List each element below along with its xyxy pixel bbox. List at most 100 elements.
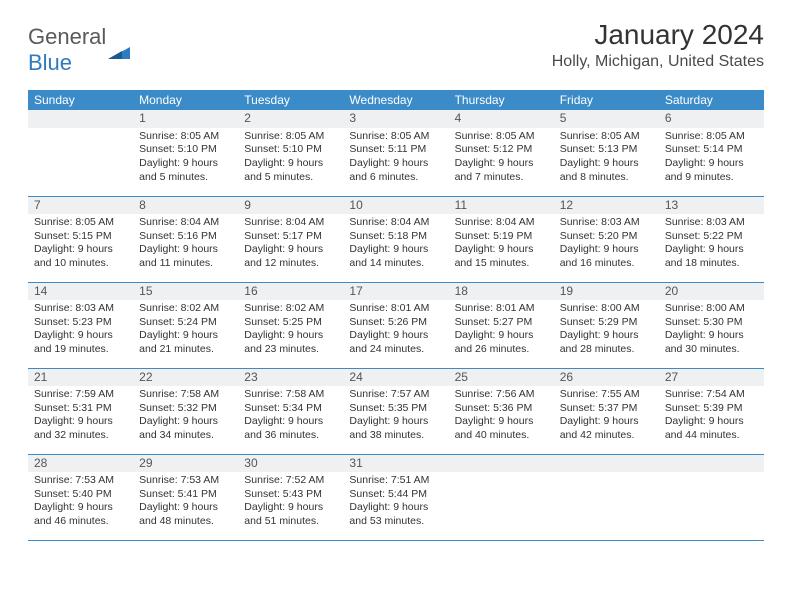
calendar-cell: 25Sunrise: 7:56 AMSunset: 5:36 PMDayligh…: [449, 368, 554, 454]
day-number: 29: [133, 455, 238, 473]
sunrise-line: Sunrise: 7:58 AM: [244, 388, 337, 402]
weekday-header: Wednesday: [343, 90, 448, 110]
sunset-line: Sunset: 5:10 PM: [139, 143, 232, 157]
sunset-line: Sunset: 5:29 PM: [560, 316, 653, 330]
daylight-line: Daylight: 9 hours and 44 minutes.: [665, 415, 758, 442]
sunset-line: Sunset: 5:10 PM: [244, 143, 337, 157]
calendar-cell: 24Sunrise: 7:57 AMSunset: 5:35 PMDayligh…: [343, 368, 448, 454]
day-data: Sunrise: 8:05 AMSunset: 5:15 PMDaylight:…: [28, 214, 133, 275]
sunrise-line: Sunrise: 7:55 AM: [560, 388, 653, 402]
calendar-row: 1Sunrise: 8:05 AMSunset: 5:10 PMDaylight…: [28, 110, 764, 196]
daylight-line: Daylight: 9 hours and 11 minutes.: [139, 243, 232, 270]
day-data: Sunrise: 8:02 AMSunset: 5:25 PMDaylight:…: [238, 300, 343, 361]
sunrise-line: Sunrise: 8:05 AM: [455, 130, 548, 144]
calendar-cell: [449, 454, 554, 540]
sunrise-line: Sunrise: 8:05 AM: [665, 130, 758, 144]
day-data: Sunrise: 8:03 AMSunset: 5:20 PMDaylight:…: [554, 214, 659, 275]
sunrise-line: Sunrise: 7:53 AM: [139, 474, 232, 488]
daylight-line: Daylight: 9 hours and 46 minutes.: [34, 501, 127, 528]
calendar-row: 28Sunrise: 7:53 AMSunset: 5:40 PMDayligh…: [28, 454, 764, 540]
calendar-cell: 6Sunrise: 8:05 AMSunset: 5:14 PMDaylight…: [659, 110, 764, 196]
daylight-line: Daylight: 9 hours and 18 minutes.: [665, 243, 758, 270]
daylight-line: Daylight: 9 hours and 5 minutes.: [139, 157, 232, 184]
sunset-line: Sunset: 5:44 PM: [349, 488, 442, 502]
sunrise-line: Sunrise: 8:01 AM: [349, 302, 442, 316]
daylight-line: Daylight: 9 hours and 42 minutes.: [560, 415, 653, 442]
sunrise-line: Sunrise: 7:54 AM: [665, 388, 758, 402]
sunset-line: Sunset: 5:12 PM: [455, 143, 548, 157]
day-data: Sunrise: 7:53 AMSunset: 5:40 PMDaylight:…: [28, 472, 133, 533]
calendar-cell: 2Sunrise: 8:05 AMSunset: 5:10 PMDaylight…: [238, 110, 343, 196]
daylight-line: Daylight: 9 hours and 28 minutes.: [560, 329, 653, 356]
weekday-header: Thursday: [449, 90, 554, 110]
calendar-cell: 28Sunrise: 7:53 AMSunset: 5:40 PMDayligh…: [28, 454, 133, 540]
sunset-line: Sunset: 5:18 PM: [349, 230, 442, 244]
day-number: 30: [238, 455, 343, 473]
day-number: 21: [28, 369, 133, 387]
daylight-line: Daylight: 9 hours and 51 minutes.: [244, 501, 337, 528]
sunrise-line: Sunrise: 7:58 AM: [139, 388, 232, 402]
daylight-line: Daylight: 9 hours and 26 minutes.: [455, 329, 548, 356]
sunrise-line: Sunrise: 8:05 AM: [560, 130, 653, 144]
day-data: Sunrise: 8:05 AMSunset: 5:14 PMDaylight:…: [659, 128, 764, 189]
sunrise-line: Sunrise: 8:04 AM: [244, 216, 337, 230]
calendar-cell: 22Sunrise: 7:58 AMSunset: 5:32 PMDayligh…: [133, 368, 238, 454]
sunrise-line: Sunrise: 8:05 AM: [349, 130, 442, 144]
day-data: Sunrise: 7:59 AMSunset: 5:31 PMDaylight:…: [28, 386, 133, 447]
calendar-cell: 16Sunrise: 8:02 AMSunset: 5:25 PMDayligh…: [238, 282, 343, 368]
calendar-cell: 1Sunrise: 8:05 AMSunset: 5:10 PMDaylight…: [133, 110, 238, 196]
sunrise-line: Sunrise: 7:57 AM: [349, 388, 442, 402]
day-data: Sunrise: 7:58 AMSunset: 5:32 PMDaylight:…: [133, 386, 238, 447]
day-number: 5: [554, 110, 659, 128]
calendar-cell: 10Sunrise: 8:04 AMSunset: 5:18 PMDayligh…: [343, 196, 448, 282]
calendar-cell: 3Sunrise: 8:05 AMSunset: 5:11 PMDaylight…: [343, 110, 448, 196]
sunset-line: Sunset: 5:41 PM: [139, 488, 232, 502]
day-number: 27: [659, 369, 764, 387]
sunset-line: Sunset: 5:23 PM: [34, 316, 127, 330]
day-number: 8: [133, 197, 238, 215]
calendar-cell: 29Sunrise: 7:53 AMSunset: 5:41 PMDayligh…: [133, 454, 238, 540]
day-data: Sunrise: 7:54 AMSunset: 5:39 PMDaylight:…: [659, 386, 764, 447]
sunrise-line: Sunrise: 8:03 AM: [34, 302, 127, 316]
day-data: Sunrise: 8:05 AMSunset: 5:12 PMDaylight:…: [449, 128, 554, 189]
day-number-bar: [449, 455, 554, 473]
day-data: Sunrise: 8:01 AMSunset: 5:27 PMDaylight:…: [449, 300, 554, 361]
sunset-line: Sunset: 5:25 PM: [244, 316, 337, 330]
day-data: Sunrise: 8:05 AMSunset: 5:11 PMDaylight:…: [343, 128, 448, 189]
sunrise-line: Sunrise: 8:02 AM: [244, 302, 337, 316]
daylight-line: Daylight: 9 hours and 32 minutes.: [34, 415, 127, 442]
daylight-line: Daylight: 9 hours and 5 minutes.: [244, 157, 337, 184]
day-data: Sunrise: 7:57 AMSunset: 5:35 PMDaylight:…: [343, 386, 448, 447]
daylight-line: Daylight: 9 hours and 53 minutes.: [349, 501, 442, 528]
day-number: 17: [343, 283, 448, 301]
daylight-line: Daylight: 9 hours and 34 minutes.: [139, 415, 232, 442]
sunset-line: Sunset: 5:30 PM: [665, 316, 758, 330]
flag-icon: [108, 41, 130, 59]
logo-text: General Blue: [28, 24, 106, 76]
page-title: January 2024: [552, 20, 764, 51]
logo: General Blue: [28, 24, 130, 76]
daylight-line: Daylight: 9 hours and 8 minutes.: [560, 157, 653, 184]
sunset-line: Sunset: 5:16 PM: [139, 230, 232, 244]
calendar-table: SundayMondayTuesdayWednesdayThursdayFrid…: [28, 90, 764, 541]
day-data: Sunrise: 8:03 AMSunset: 5:22 PMDaylight:…: [659, 214, 764, 275]
calendar-row: 7Sunrise: 8:05 AMSunset: 5:15 PMDaylight…: [28, 196, 764, 282]
sunrise-line: Sunrise: 7:53 AM: [34, 474, 127, 488]
day-data: Sunrise: 7:56 AMSunset: 5:36 PMDaylight:…: [449, 386, 554, 447]
sunset-line: Sunset: 5:15 PM: [34, 230, 127, 244]
day-data: Sunrise: 8:04 AMSunset: 5:16 PMDaylight:…: [133, 214, 238, 275]
calendar-cell: 27Sunrise: 7:54 AMSunset: 5:39 PMDayligh…: [659, 368, 764, 454]
daylight-line: Daylight: 9 hours and 21 minutes.: [139, 329, 232, 356]
sunset-line: Sunset: 5:34 PM: [244, 402, 337, 416]
day-data: Sunrise: 8:00 AMSunset: 5:29 PMDaylight:…: [554, 300, 659, 361]
daylight-line: Daylight: 9 hours and 23 minutes.: [244, 329, 337, 356]
calendar-cell: 15Sunrise: 8:02 AMSunset: 5:24 PMDayligh…: [133, 282, 238, 368]
calendar-body: 1Sunrise: 8:05 AMSunset: 5:10 PMDaylight…: [28, 110, 764, 540]
day-number: 3: [343, 110, 448, 128]
day-number: 4: [449, 110, 554, 128]
weekday-header: Friday: [554, 90, 659, 110]
day-data: Sunrise: 8:05 AMSunset: 5:10 PMDaylight:…: [133, 128, 238, 189]
day-number: 26: [554, 369, 659, 387]
day-number: 1: [133, 110, 238, 128]
weekday-header: Tuesday: [238, 90, 343, 110]
